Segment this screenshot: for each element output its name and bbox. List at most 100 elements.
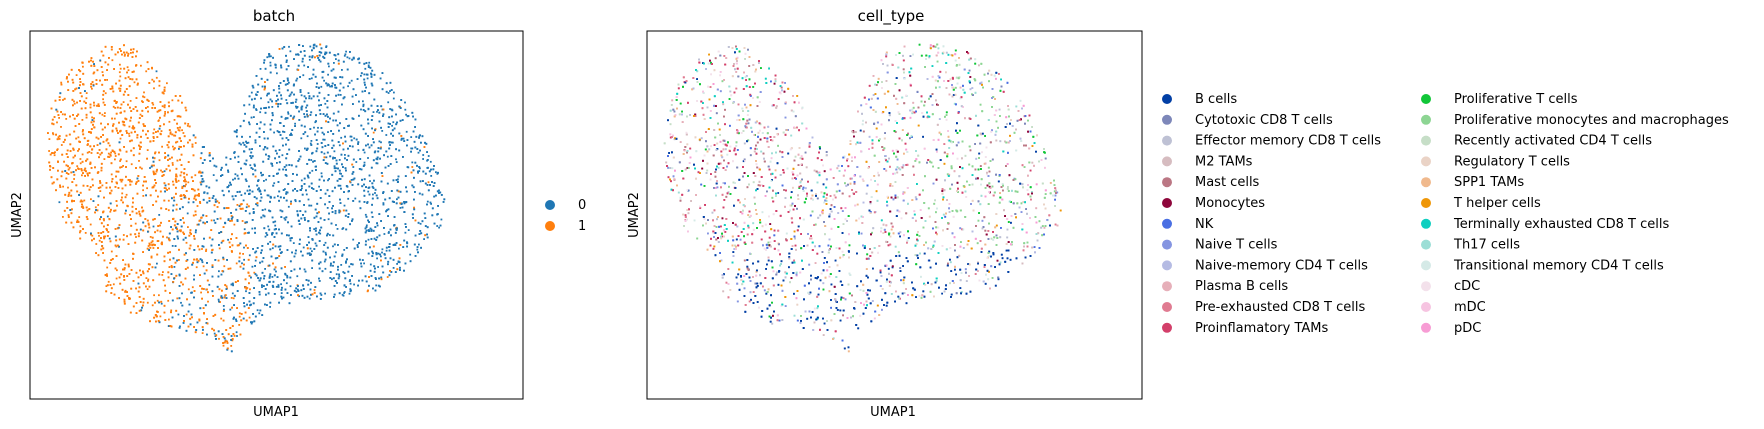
scatter-point (178, 229, 181, 232)
scatter-point (66, 200, 68, 203)
scatter-point (396, 227, 398, 230)
scatter-point (88, 60, 90, 63)
scatter-point (65, 153, 68, 155)
scatter-point (226, 342, 229, 344)
scatter-point (240, 194, 243, 196)
scatter-point (202, 198, 205, 201)
scatter-point (314, 133, 316, 136)
scatter-point (163, 89, 166, 91)
scatter-point (429, 184, 431, 186)
scatter-point (145, 180, 147, 183)
scatter-point (254, 251, 257, 254)
scatter-point (131, 210, 134, 213)
scatter-point (295, 291, 298, 293)
scatter-point (433, 165, 435, 167)
scatter-point (395, 161, 398, 163)
scatter-point (105, 148, 108, 151)
scatter-point (148, 285, 151, 288)
scatter-point (255, 274, 258, 277)
scatter-point (246, 303, 248, 306)
scatter-point (344, 214, 347, 217)
scatter-point (250, 151, 253, 154)
scatter-point (328, 178, 330, 180)
scatter-point (124, 53, 126, 56)
scatter-point (237, 177, 240, 180)
scatter-point (365, 86, 367, 89)
scatter-point (303, 95, 306, 98)
scatter-point (86, 172, 89, 175)
scatter-point (330, 222, 333, 225)
scatter-point (264, 81, 266, 83)
scatter-point (279, 134, 282, 136)
scatter-point (286, 249, 289, 251)
scatter-point (315, 244, 318, 247)
scatter-point (157, 247, 159, 249)
scatter-point (122, 101, 125, 103)
scatter-point (276, 152, 278, 155)
scatter-point (263, 61, 265, 64)
scatter-point (123, 279, 126, 281)
scatter-point (183, 185, 185, 187)
scatter-point (213, 329, 215, 332)
scatter-point (287, 111, 289, 114)
scatter-point (322, 250, 325, 253)
scatter-point (273, 268, 276, 271)
scatter-point (78, 148, 80, 151)
scatter-point (418, 170, 421, 172)
scatter-point (244, 210, 247, 212)
scatter-point (128, 85, 131, 88)
scatter-point (268, 92, 270, 95)
scatter-point (327, 62, 330, 65)
scatter-point (182, 322, 185, 324)
scatter-point (115, 277, 118, 280)
scatter-point (380, 220, 382, 222)
scatter-point (250, 303, 252, 306)
scatter-point (421, 135, 424, 138)
scatter-point (180, 140, 182, 142)
scatter-point (368, 61, 371, 64)
scatter-point (410, 136, 413, 138)
scatter-point (183, 221, 185, 224)
scatter-point (248, 300, 251, 303)
scatter-point (158, 151, 160, 154)
scatter-point (142, 123, 145, 126)
scatter-point (142, 221, 145, 224)
scatter-point (122, 201, 124, 204)
scatter-point (116, 129, 118, 132)
scatter-point (321, 146, 324, 149)
scatter-point (243, 162, 246, 165)
scatter-point (388, 246, 390, 248)
scatter-point (188, 234, 191, 237)
scatter-point (151, 102, 154, 104)
scatter-point (263, 227, 266, 230)
scatter-point (111, 258, 114, 260)
scatter-point (154, 231, 156, 234)
scatter-point (340, 172, 342, 175)
scatter-point (125, 166, 127, 168)
scatter-point (226, 340, 229, 343)
scatter-point (320, 142, 323, 144)
scatter-point (198, 194, 200, 197)
scatter-point (379, 157, 381, 160)
scatter-point (340, 136, 343, 139)
scatter-point (311, 250, 313, 253)
scatter-point (335, 119, 337, 122)
scatter-point (294, 101, 297, 103)
scatter-point (319, 60, 322, 63)
scatter-point (202, 221, 205, 224)
scatter-point (254, 259, 257, 262)
scatter-point (110, 259, 113, 261)
scatter-point (353, 137, 356, 140)
scatter-point (229, 327, 232, 329)
scatter-point (100, 122, 102, 125)
scatter-point (71, 98, 74, 101)
scatter-point (78, 194, 80, 196)
scatter-point (106, 284, 109, 287)
scatter-point (159, 125, 162, 127)
scatter-point (112, 105, 115, 108)
scatter-point (318, 231, 320, 234)
scatter-point (373, 179, 375, 182)
scatter-point (201, 162, 204, 164)
scatter-point (139, 113, 142, 116)
scatter-point (389, 144, 391, 146)
